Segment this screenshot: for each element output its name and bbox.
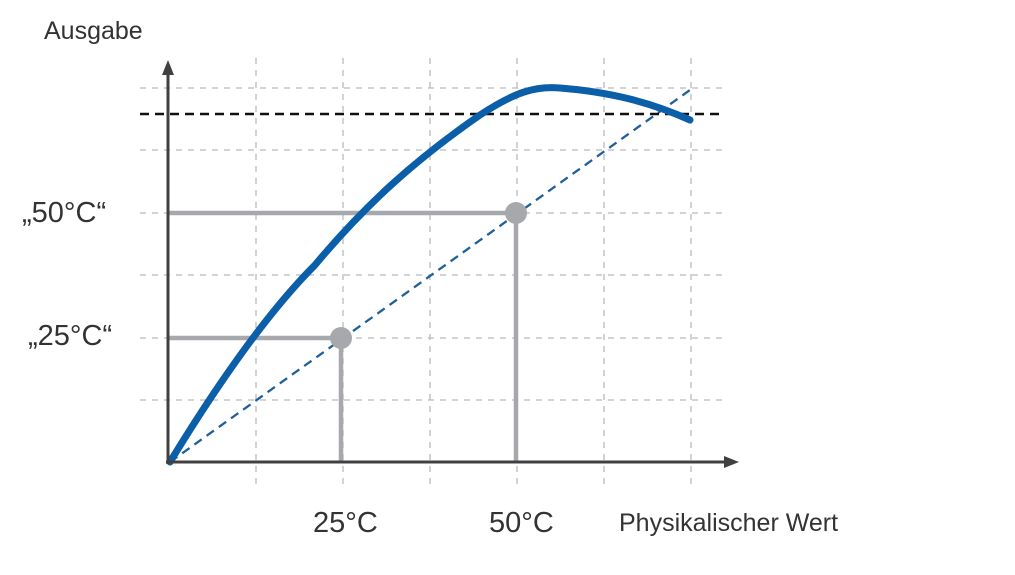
measured-characteristic-curve xyxy=(166,84,694,466)
y-axis-title: Ausgabe xyxy=(44,17,143,45)
x-tick-label-25: 25°C xyxy=(313,507,378,539)
reference-point-25 xyxy=(330,327,352,349)
x-tick-label-50: 50°C xyxy=(489,507,554,539)
y-tick-label-50: „50°C“ xyxy=(22,197,107,229)
y-axis-arrow-icon xyxy=(162,60,174,75)
x-axis-title: Physikalischer Wert xyxy=(619,509,839,537)
reference-point-50 xyxy=(505,202,527,224)
x-axis-arrow-icon xyxy=(724,456,739,468)
ideal-linear-characteristic xyxy=(169,89,691,463)
axes xyxy=(166,72,724,464)
y-tick-label-25: „25°C“ xyxy=(28,320,113,352)
